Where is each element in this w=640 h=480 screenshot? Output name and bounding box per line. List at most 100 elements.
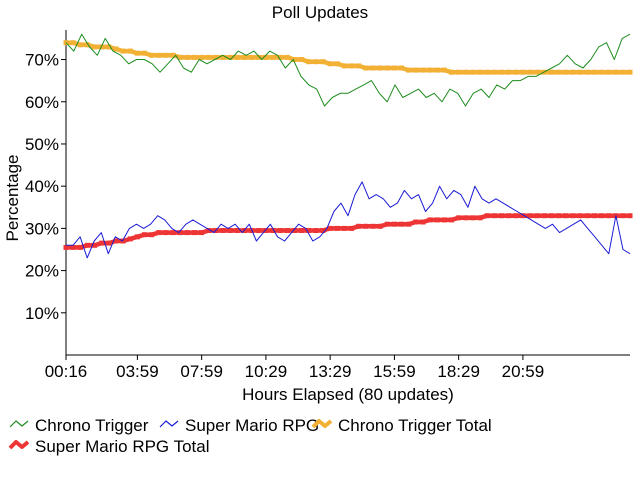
- series-point: [177, 54, 183, 60]
- series-point: [434, 67, 440, 73]
- x-tick-label: 13:29: [309, 362, 352, 381]
- series-point: [506, 213, 512, 219]
- y-tick-label: 30%: [25, 219, 59, 238]
- series-point: [484, 213, 490, 219]
- series-point: [584, 213, 590, 219]
- series-point: [463, 69, 469, 75]
- series-point: [92, 242, 98, 248]
- series-point: [413, 219, 419, 225]
- legend-swatch-icon: [9, 420, 29, 428]
- series-point: [106, 44, 112, 50]
- y-tick-label: 70%: [25, 51, 59, 70]
- series-point: [391, 65, 397, 71]
- series-point: [570, 69, 576, 75]
- series-point: [384, 65, 390, 71]
- series-point: [591, 213, 597, 219]
- series-point: [199, 230, 205, 236]
- series-point: [449, 69, 454, 75]
- series-line-chrono-trigger: [65, 33, 631, 107]
- series-point: [627, 213, 633, 219]
- series-point: [220, 54, 226, 60]
- series-point: [77, 42, 83, 48]
- series-point: [420, 67, 426, 73]
- series-point: [513, 213, 519, 219]
- series-point: [349, 63, 355, 69]
- series-point: [334, 61, 340, 67]
- series-point: [320, 59, 326, 65]
- series-point: [598, 213, 604, 219]
- series-point: [506, 69, 512, 75]
- y-ticks: 10% 20% 30% 40% 50% 60% 70%: [25, 51, 66, 323]
- series-point: [484, 69, 490, 75]
- series-point: [306, 59, 312, 65]
- series-point: [598, 69, 604, 75]
- series-point: [470, 69, 476, 75]
- series-point: [391, 221, 397, 227]
- series-point: [306, 228, 312, 233]
- series-point: [142, 232, 147, 238]
- legend-swatch-icon: [159, 420, 179, 428]
- legend-item: Super Mario RPG Total: [8, 437, 209, 456]
- legend-label: Chrono Trigger: [35, 416, 149, 435]
- series-point: [320, 228, 326, 233]
- series-point: [399, 65, 404, 71]
- series-point: [184, 230, 190, 236]
- series-point: [142, 50, 147, 56]
- series-point: [463, 215, 469, 221]
- series-point: [377, 223, 383, 229]
- series-point: [284, 54, 290, 60]
- series-point: [156, 230, 162, 236]
- series-point: [192, 230, 197, 236]
- series-point: [427, 67, 433, 73]
- x-tick-label: 20:59: [502, 362, 545, 381]
- series-point: [477, 215, 483, 221]
- series-point: [227, 228, 233, 233]
- x-tick-label: 18:29: [437, 362, 480, 381]
- x-axis-label: Hours Elapsed (80 updates): [242, 385, 454, 404]
- series-point: [327, 61, 333, 67]
- series-point: [170, 52, 176, 58]
- series-point: [127, 48, 133, 54]
- legend-item: Super Mario RPG: [159, 416, 319, 435]
- series-point: [384, 221, 390, 227]
- series-point: [427, 217, 433, 223]
- series-point: [199, 54, 205, 60]
- series-point: [106, 240, 112, 246]
- series-point: [134, 50, 140, 56]
- series-point: [363, 223, 369, 229]
- series-point: [270, 54, 276, 60]
- series-point: [491, 69, 497, 75]
- series-point: [256, 228, 262, 233]
- series-point: [449, 217, 454, 223]
- series-point: [413, 67, 419, 73]
- series-point: [99, 240, 105, 246]
- series-layer: [63, 33, 633, 259]
- chart-title: Poll Updates: [272, 3, 368, 22]
- series-point: [134, 234, 140, 240]
- series-point: [356, 223, 362, 229]
- plot-area: 10% 20% 30% 40% 50% 60% 70% 00:16 03:59 07:59 10:…: [25, 30, 633, 381]
- series-point: [242, 54, 247, 60]
- series-point: [120, 238, 126, 244]
- series-point: [577, 213, 583, 219]
- series-point: [499, 213, 504, 219]
- series-point: [313, 228, 319, 233]
- series-point: [556, 213, 562, 219]
- series-point: [299, 228, 305, 233]
- series-point: [491, 213, 497, 219]
- series-point: [349, 225, 355, 231]
- series-point: [63, 244, 69, 250]
- series-point: [263, 228, 269, 233]
- series-point: [406, 221, 412, 227]
- x-tick-label: 07:59: [180, 362, 223, 381]
- series-point: [220, 228, 226, 233]
- series-point: [520, 69, 526, 75]
- series-point: [206, 228, 212, 233]
- legend-item: Chrono Trigger Total: [311, 416, 492, 435]
- series-point: [577, 69, 583, 75]
- series-point: [606, 213, 612, 219]
- legend-swatch-icon: [8, 440, 30, 450]
- series-point: [84, 42, 90, 48]
- series-point: [377, 65, 383, 71]
